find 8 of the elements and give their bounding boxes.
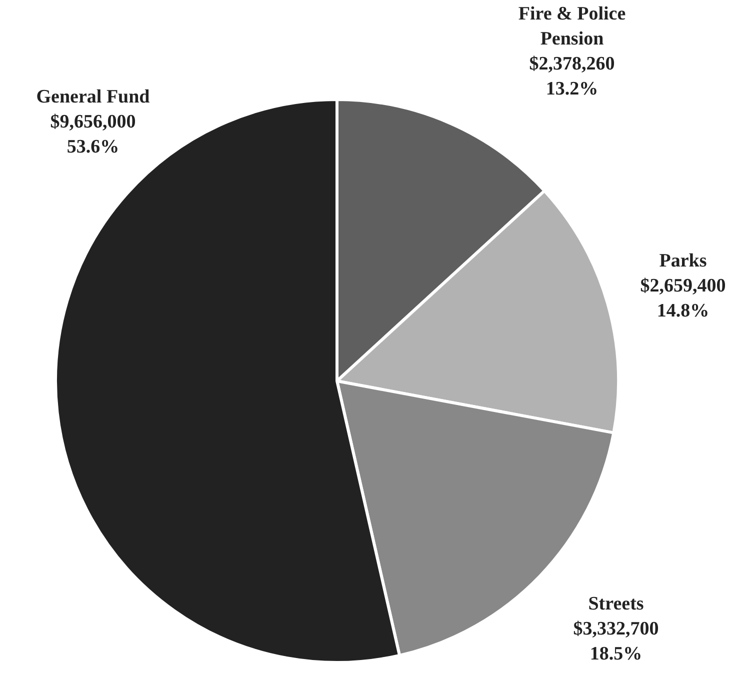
slice-label: General Fund [36,86,150,108]
data-label: $2,659,400 14.8% [640,275,726,322]
data-label: $2,378,260 13.2% [529,53,615,100]
data-label: $3,332,700 18.5% [573,618,659,664]
data-label: $9,656,000 53.6% [50,111,136,158]
slice-label: Parks [659,250,707,272]
slice-label: Fire & Police Pension [518,3,626,50]
slice-label: Streets [588,593,644,614]
